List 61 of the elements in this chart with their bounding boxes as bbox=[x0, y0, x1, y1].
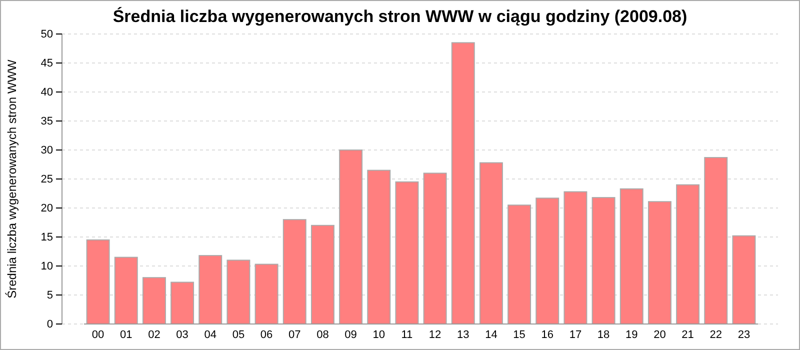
y-tick-label: 35 bbox=[40, 116, 53, 128]
x-tick-label: 18 bbox=[597, 329, 610, 341]
x-tick-label: 09 bbox=[344, 329, 357, 341]
x-tick-label: 07 bbox=[288, 329, 301, 341]
y-tick-label: 10 bbox=[40, 260, 53, 273]
x-tick-label: 20 bbox=[654, 329, 666, 341]
bar bbox=[226, 260, 250, 324]
x-tick-label: 13 bbox=[457, 329, 470, 341]
x-tick-label: 03 bbox=[176, 329, 188, 341]
bar bbox=[732, 235, 756, 324]
y-tick-label: 15 bbox=[40, 232, 53, 244]
x-tick-label: 21 bbox=[682, 329, 694, 341]
bar bbox=[198, 255, 222, 324]
y-tick-label: 0 bbox=[46, 318, 53, 331]
y-tick-label: 5 bbox=[46, 290, 53, 302]
x-tick-label: 10 bbox=[372, 329, 385, 341]
y-tick-label: 20 bbox=[40, 202, 53, 215]
bar bbox=[86, 239, 110, 324]
x-tick-label: 23 bbox=[738, 329, 750, 341]
bar bbox=[339, 150, 363, 324]
bar bbox=[620, 188, 644, 324]
bar bbox=[451, 42, 475, 324]
bar bbox=[704, 157, 728, 324]
x-tick-label: 11 bbox=[401, 329, 413, 341]
y-tick-label: 45 bbox=[40, 58, 53, 70]
bar bbox=[142, 277, 166, 324]
bar bbox=[254, 264, 278, 324]
y-axis-title: Średnia liczba wygenerowanych stron WWW bbox=[5, 58, 19, 298]
bar bbox=[676, 184, 700, 324]
bar bbox=[508, 204, 532, 324]
bar bbox=[310, 224, 334, 324]
y-tick-label: 25 bbox=[40, 174, 53, 186]
x-tick-label: 17 bbox=[569, 329, 582, 341]
chart-title: Średnia liczba wygenerowanych stron WWW w ciągu godziny (2009.08) bbox=[112, 6, 688, 26]
y-tick-label: 30 bbox=[40, 144, 53, 157]
bar bbox=[648, 201, 672, 324]
bar bbox=[536, 198, 560, 324]
x-tick-label: 00 bbox=[92, 329, 104, 341]
x-tick-label: 12 bbox=[428, 329, 442, 341]
x-tick-label: 08 bbox=[316, 329, 329, 341]
bar bbox=[479, 162, 503, 324]
bar bbox=[592, 197, 616, 324]
x-tick-label: 01 bbox=[120, 329, 132, 341]
x-tick-label: 04 bbox=[204, 329, 216, 341]
bar bbox=[423, 172, 447, 324]
bar bbox=[114, 256, 138, 324]
x-tick-label: 05 bbox=[232, 329, 245, 341]
y-tick-label: 40 bbox=[40, 86, 53, 99]
x-tick-label: 14 bbox=[485, 329, 498, 341]
x-tick-label: 02 bbox=[148, 329, 160, 341]
bar bbox=[395, 181, 419, 324]
x-tick-label: 15 bbox=[513, 329, 526, 341]
x-tick-label: 16 bbox=[541, 329, 554, 341]
x-tick-label: 19 bbox=[626, 329, 638, 341]
bar bbox=[367, 170, 391, 324]
y-tick-label: 50 bbox=[40, 28, 53, 41]
bar bbox=[564, 191, 588, 324]
bar bbox=[282, 219, 306, 324]
bar bbox=[170, 282, 194, 324]
x-tick-label: 22 bbox=[710, 329, 722, 341]
x-tick-label: 06 bbox=[260, 329, 273, 341]
